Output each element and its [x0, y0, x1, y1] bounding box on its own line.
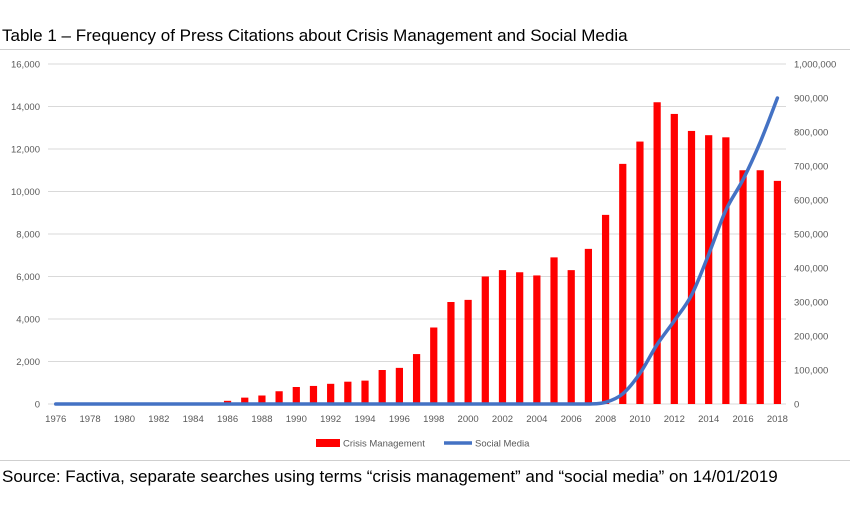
bar	[550, 257, 558, 404]
x-tick-label: 1988	[251, 414, 272, 425]
x-tick-label: 1996	[389, 414, 410, 425]
source-note: Source: Factiva, separate searches using…	[2, 467, 778, 486]
bar	[481, 276, 489, 404]
legend-label-social-media: Social Media	[475, 439, 530, 450]
left-tick-label: 12,000	[11, 145, 40, 156]
bar	[344, 381, 352, 404]
bar	[258, 395, 266, 404]
bar	[395, 367, 403, 404]
bar	[430, 327, 438, 404]
left-axis: 0 2,000 4,000 6,000 8,000 10,000 12,000 14,000 1…	[11, 60, 40, 411]
gridlines	[48, 63, 786, 405]
right-tick-label: 300,000	[794, 298, 828, 309]
left-tick-label: 6,000	[16, 272, 40, 283]
x-tick-label: 1990	[286, 414, 307, 425]
x-tick-label: 2002	[492, 414, 513, 425]
bar	[687, 130, 696, 404]
left-tick-label: 4,000	[16, 315, 40, 326]
legend-swatch-crisis-management	[316, 439, 340, 447]
bar	[636, 141, 644, 404]
bar	[447, 302, 455, 404]
bar	[601, 214, 610, 404]
right-tick-label: 600,000	[794, 196, 828, 207]
left-tick-label: 8,000	[16, 230, 40, 241]
x-tick-label: 1980	[114, 414, 135, 425]
right-tick-label: 1,000,000	[794, 60, 836, 71]
right-tick-label: 500,000	[794, 230, 828, 241]
right-tick-label: 900,000	[794, 94, 828, 105]
social-media-line-layer	[53, 96, 780, 406]
bar	[275, 391, 283, 404]
bar	[773, 180, 782, 404]
bar	[705, 135, 713, 404]
right-tick-label: 400,000	[794, 264, 828, 275]
bar	[498, 270, 507, 404]
bar	[533, 275, 541, 404]
x-tick-label: 2016	[732, 414, 753, 425]
x-axis: 1976 1978 1980 1982 1984 1986 1988 1990 1992 1994…	[45, 414, 788, 425]
x-tick-label: 2010	[629, 414, 650, 425]
bar	[327, 383, 335, 404]
x-tick-label: 1982	[148, 414, 169, 425]
x-tick-label: 1978	[80, 414, 101, 425]
bar	[739, 170, 747, 404]
right-axis: 0 100,000 200,000 300,000 400,000 500,000 600,…	[794, 60, 836, 411]
bar	[378, 370, 386, 404]
bar	[619, 163, 627, 404]
left-tick-label: 14,000	[11, 102, 40, 113]
x-tick-label: 2012	[664, 414, 685, 425]
left-tick-label: 16,000	[11, 60, 40, 71]
legend: Crisis Management Social Media	[316, 439, 530, 450]
bar	[412, 354, 421, 404]
bar	[722, 137, 730, 404]
x-tick-label: 1984	[183, 414, 204, 425]
right-tick-label: 800,000	[794, 128, 828, 139]
bar	[756, 170, 764, 404]
left-tick-label: 0	[35, 400, 40, 411]
left-tick-label: 2,000	[16, 357, 40, 368]
x-tick-label: 1986	[217, 414, 238, 425]
x-tick-label: 2006	[561, 414, 582, 425]
x-tick-label: 1992	[320, 414, 341, 425]
bar	[584, 248, 593, 404]
x-tick-label: 2000	[458, 414, 479, 425]
x-tick-label: 2018	[767, 414, 788, 425]
x-tick-label: 1998	[423, 414, 444, 425]
bar	[653, 102, 661, 404]
bar	[292, 387, 300, 404]
x-tick-label: 2008	[595, 414, 616, 425]
chart-frame: 0 2,000 4,000 6,000 8,000 10,000 12,000 14,000 1…	[0, 49, 850, 461]
legend-label-crisis-management: Crisis Management	[343, 439, 425, 450]
social-media-line	[53, 96, 780, 406]
bar	[516, 272, 524, 404]
bar	[670, 113, 678, 404]
left-tick-label: 10,000	[11, 187, 40, 198]
right-tick-label: 0	[794, 400, 799, 411]
x-tick-label: 2014	[698, 414, 719, 425]
bar	[309, 385, 318, 404]
table-caption: Table 1 – Frequency of Press Citations a…	[2, 26, 628, 45]
bar	[361, 380, 369, 404]
x-tick-label: 1976	[45, 414, 66, 425]
combo-chart: 0 2,000 4,000 6,000 8,000 10,000 12,000 14,000 1…	[11, 60, 836, 450]
bar	[241, 397, 249, 404]
crisis-management-bars	[223, 102, 782, 404]
right-tick-label: 200,000	[794, 332, 828, 343]
right-tick-label: 100,000	[794, 366, 828, 377]
x-tick-label: 2004	[526, 414, 547, 425]
bar	[567, 270, 575, 404]
x-tick-label: 1994	[354, 414, 375, 425]
right-tick-label: 700,000	[794, 162, 828, 173]
bar	[464, 299, 472, 404]
